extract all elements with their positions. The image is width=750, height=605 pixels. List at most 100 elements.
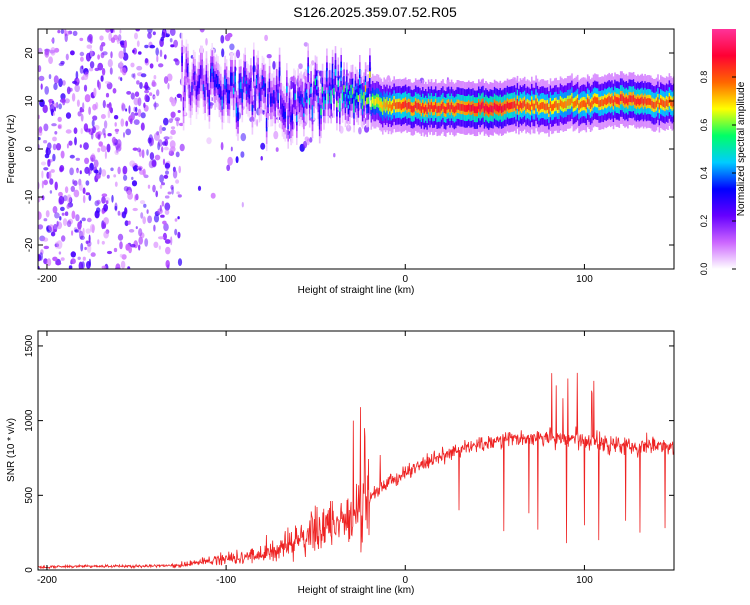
spectrogram-ridge-cell bbox=[637, 97, 639, 105]
spectrogram-noise-blob bbox=[135, 29, 141, 32]
spectrogram-noise-blob bbox=[50, 231, 56, 237]
spectrogram-ridge-cell bbox=[665, 99, 668, 107]
spectrogram-ridge-cell bbox=[374, 98, 377, 106]
spectrogram-noise-blob bbox=[54, 47, 60, 53]
spectrogram-noise-blob bbox=[138, 51, 142, 55]
spectrogram-noise-blob bbox=[76, 169, 79, 173]
spectrogram-noise-blob bbox=[60, 150, 65, 159]
spectrogram-noise-blob bbox=[93, 159, 99, 168]
spectrogram-ridge-cell bbox=[447, 102, 450, 110]
spectrogram-noise-blob bbox=[170, 111, 176, 118]
spectrogram-ridge-cell bbox=[564, 101, 566, 108]
spectrogram-noise-blob bbox=[43, 218, 48, 222]
spectrogram-ridge-cell bbox=[240, 82, 242, 89]
spectrogram-ridge-cell bbox=[526, 102, 529, 109]
spectrogram-ridge-cell bbox=[602, 99, 605, 107]
spectrogram-noise-blob bbox=[118, 50, 124, 59]
spectrogram-ridge-cell bbox=[255, 78, 258, 85]
spectrogram-noise-blob bbox=[227, 156, 233, 166]
spectrogram-ridge-cell bbox=[512, 101, 514, 109]
spectrogram-noise-blob bbox=[43, 167, 49, 171]
spectrogram-ridge-cell bbox=[288, 101, 291, 109]
spectrogram-noise-blob bbox=[47, 142, 52, 150]
spectrogram-noise-blob bbox=[117, 210, 121, 216]
spectrogram-noise-blob bbox=[38, 47, 43, 54]
spectrogram-noise-blob bbox=[166, 73, 173, 82]
spectrogram-noise-blob bbox=[55, 261, 62, 266]
spectrogram-noise-blob bbox=[79, 170, 82, 175]
spectrogram-noise-blob bbox=[45, 210, 50, 218]
spectrogram-noise-blob bbox=[167, 264, 170, 269]
spectrogram-noise-blob bbox=[97, 81, 101, 90]
spectrogram-noise-blob bbox=[48, 171, 52, 180]
spectrogram-noise-blob bbox=[106, 143, 111, 153]
spectrogram-ridge-cell bbox=[671, 100, 674, 108]
spectrogram-noise-blob bbox=[65, 53, 69, 61]
spectrogram-noise-blob bbox=[170, 126, 176, 130]
spectrogram-ridge-cell bbox=[318, 113, 321, 121]
spectrogram-ridge-cell bbox=[287, 119, 289, 126]
spectrogram-noise-blob bbox=[80, 242, 84, 252]
spectrogram-noise-blob bbox=[101, 68, 106, 76]
spectrogram-noise-blob bbox=[164, 239, 171, 244]
spectrogram-ridge-cell bbox=[230, 75, 232, 83]
spectrogram-noise-blob bbox=[225, 11, 228, 20]
spectrogram-noise-blob bbox=[164, 162, 171, 169]
spectrogram-ridge-cell bbox=[278, 70, 281, 78]
spectrogram-noise-blob bbox=[72, 30, 78, 36]
spectrogram-ridge-cell bbox=[356, 92, 358, 100]
spectrogram-ridge-cell bbox=[443, 106, 446, 113]
spectrogram-noise-blob bbox=[151, 81, 157, 87]
spectrogram-noise-blob bbox=[47, 159, 51, 167]
spectrogram-noise-blob bbox=[241, 201, 244, 208]
spectrogram-noise-blob bbox=[154, 101, 157, 110]
spectrogram-ridge-cell bbox=[188, 88, 191, 95]
spectrogram-noise-blob bbox=[77, 111, 82, 117]
spectrogram-ridge-cell bbox=[604, 97, 606, 105]
spectrogram-ridge-cell bbox=[617, 97, 619, 104]
spectrogram-noise-blob bbox=[134, 91, 140, 97]
spectrogram-noise-blob bbox=[162, 220, 167, 225]
spectrogram-noise-blob bbox=[169, 135, 173, 140]
spectrogram-noise-blob bbox=[38, 75, 45, 82]
spectrogram-noise-blob bbox=[121, 211, 127, 219]
spectrogram-noise-blob bbox=[106, 174, 110, 179]
spectrogram-noise-blob bbox=[165, 246, 171, 255]
spectrogram-noise-blob bbox=[170, 236, 173, 246]
spectrogram-ridge-cell bbox=[592, 97, 595, 105]
spectrogram-ridge-cell bbox=[224, 78, 226, 86]
spectrogram-ylabel: Frequency (Hz) bbox=[6, 115, 17, 184]
spectrogram-ridge-cell bbox=[621, 94, 623, 101]
spectrogram-noise-blob bbox=[105, 200, 109, 205]
spectrogram-noise-blob bbox=[38, 224, 44, 230]
spectrogram-ridge-cell bbox=[396, 102, 398, 109]
spectrogram-xtick-label: -200 bbox=[37, 274, 57, 285]
spectrogram-noise-blob bbox=[85, 180, 90, 186]
spectrogram-noise-blob bbox=[158, 245, 161, 250]
spectrogram-ridge-cell bbox=[217, 79, 219, 86]
spectrogram-noise-blob bbox=[135, 193, 139, 201]
spectrogram-ridge-cell bbox=[359, 78, 361, 85]
spectrogram-noise-blob bbox=[114, 122, 117, 127]
spectrogram-ridge-cell bbox=[568, 99, 570, 106]
spectrogram-ridge-cell bbox=[518, 104, 520, 112]
spectrogram-noise-blob bbox=[102, 100, 106, 109]
spectrogram-noise-blob bbox=[85, 228, 91, 234]
spectrogram-noise-blob bbox=[52, 136, 57, 142]
spectrogram-noise-blob bbox=[123, 186, 129, 192]
spectrogram-ridge-cell bbox=[248, 88, 251, 96]
spectrogram-noise-blob bbox=[38, 65, 42, 73]
spectrogram-ridge-cell bbox=[294, 93, 297, 101]
spectrogram-noise-blob bbox=[139, 200, 146, 205]
spectrogram-ridge-cell bbox=[192, 73, 195, 80]
spectrogram-noise-blob bbox=[159, 204, 162, 212]
spectrogram-ridge-cell bbox=[407, 102, 410, 109]
spectrogram-noise-blob bbox=[103, 230, 109, 239]
spectrogram-ridge-cell bbox=[576, 97, 579, 105]
spectrogram-noise-blob bbox=[144, 44, 149, 49]
spectrogram-noise-blob bbox=[61, 212, 65, 216]
spectrogram-ridge-cell bbox=[232, 87, 235, 95]
spectrogram-noise-blob bbox=[147, 215, 153, 224]
spectrogram-ridge-cell bbox=[575, 99, 578, 107]
